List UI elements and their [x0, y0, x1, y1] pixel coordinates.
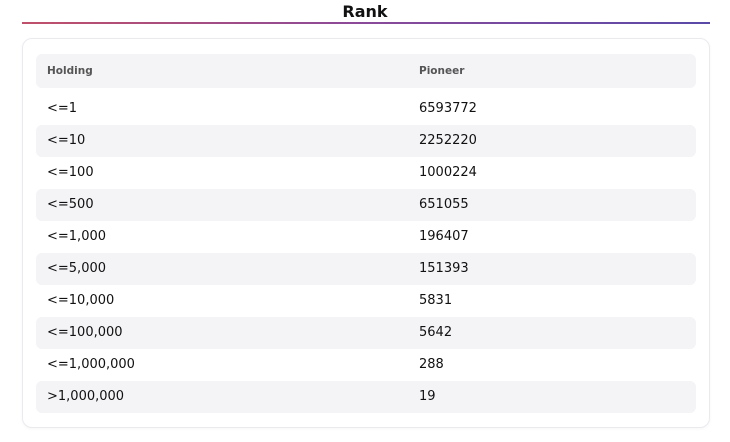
table-cell: <=1 [47, 101, 78, 116]
table-cell: <=1,000,000 [47, 357, 135, 372]
table-cell: 151393 [419, 261, 469, 276]
table-card: Holding Pioneer <=1 6593772 <=10 2252220 <=100… [22, 38, 710, 428]
table-cell: 2252220 [419, 133, 477, 148]
table-cell: 288 [419, 357, 444, 372]
table-cell: <=100 [47, 165, 94, 180]
table-cell: 196407 [419, 229, 469, 244]
table-cell: 6593772 [419, 101, 477, 116]
page-title: Rank [342, 2, 388, 21]
table-cell: 1000224 [419, 165, 477, 180]
header-cell: Pioneer [419, 65, 465, 77]
table-cell: <=1,000 [47, 229, 107, 244]
table-cell: <=5,000 [47, 261, 107, 276]
table-row: <=10 2252220 [36, 125, 696, 157]
table-row: <=1,000 196407 [36, 221, 696, 253]
title-rule [22, 22, 710, 24]
table-cell: 5642 [419, 325, 453, 340]
table-row: <=5,000 151393 [36, 253, 696, 285]
table-row: <=1 6593772 [36, 93, 696, 125]
table-row: <=1,000,000 288 [36, 349, 696, 381]
header-cell: Holding [47, 65, 93, 77]
table-cell: <=10 [47, 133, 86, 148]
table-cell: <=10,000 [47, 293, 115, 308]
header-row: Holding Pioneer [36, 54, 696, 88]
table-cell: 19 [419, 389, 436, 404]
table-cell: <=100,000 [47, 325, 123, 340]
table-cell: <=500 [47, 197, 94, 212]
table-cell: >1,000,000 [47, 389, 125, 404]
table-cell: 651055 [419, 197, 469, 212]
table-row: <=500 651055 [36, 189, 696, 221]
table-row: <=100 1000224 [36, 157, 696, 189]
table-cell: 5831 [419, 293, 453, 308]
table-row: <=10,000 5831 [36, 285, 696, 317]
table-row: <=100,000 5642 [36, 317, 696, 349]
table-row: >1,000,000 19 [36, 381, 696, 413]
